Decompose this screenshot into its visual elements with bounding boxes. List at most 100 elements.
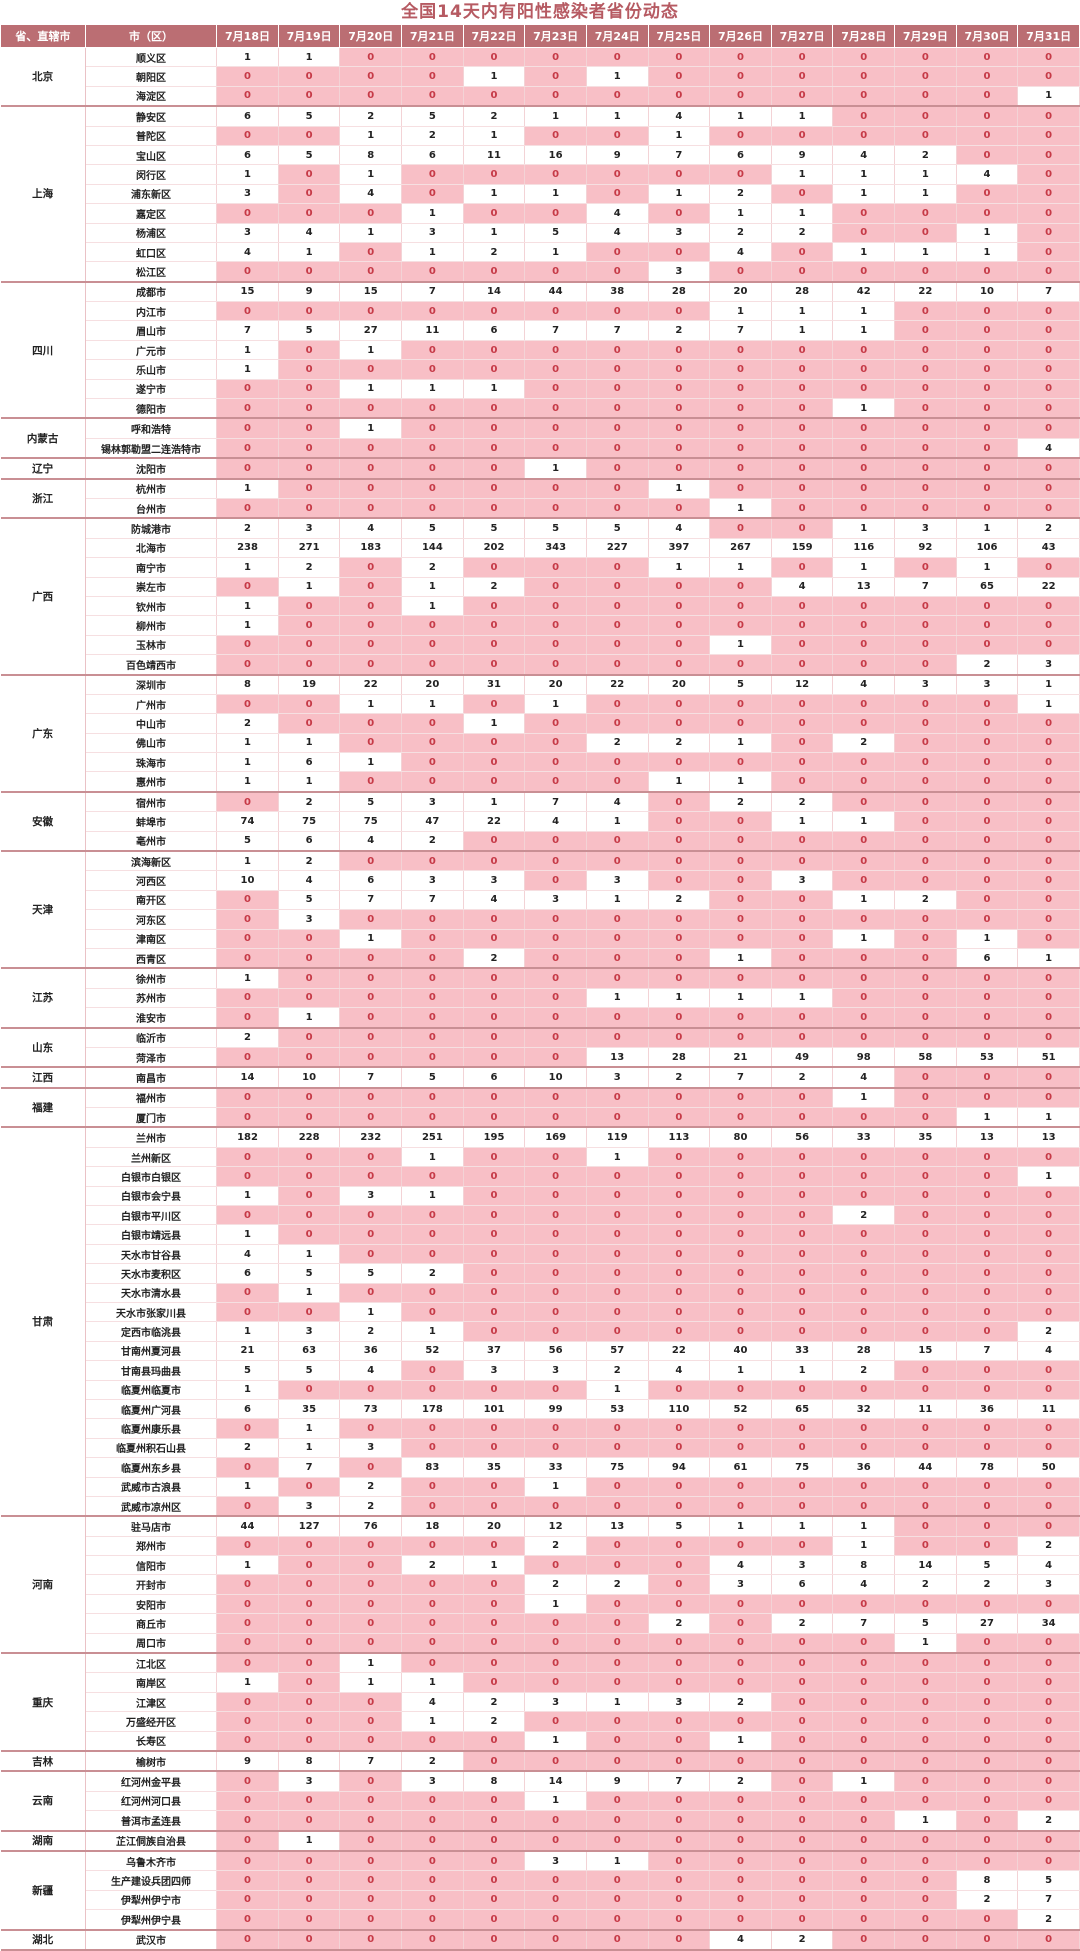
count-cell: 0 [278, 203, 341, 224]
count-cell: 0 [709, 1791, 772, 1812]
count-cell: 0 [401, 1810, 464, 1832]
count-cell: 0 [709, 1007, 772, 1029]
count-cell: 1 [278, 1283, 341, 1304]
count-cell: 1 [586, 811, 649, 832]
count-cell: 0 [524, 1909, 587, 1931]
table-row: 甘南县玛曲县 5 5 4 0 3 3 2 4 1 1 2 0 0 0 [1, 1360, 1080, 1381]
city-cell: 芷江侗族自治县 [85, 1830, 218, 1852]
count-cell: 183 [339, 538, 403, 559]
count-cell: 0 [771, 771, 834, 793]
count-cell: 0 [339, 771, 403, 793]
header-date: 7月26日 [709, 24, 772, 48]
count-cell: 0 [278, 498, 341, 520]
count-cell: 0 [586, 1594, 649, 1615]
count-cell: 0 [339, 577, 403, 597]
count-cell: 0 [956, 771, 1019, 793]
count-cell: 0 [216, 1830, 279, 1852]
city-cell: 天水市清水县 [85, 1283, 218, 1304]
count-cell: 2 [524, 1536, 587, 1557]
count-cell: 1 [524, 1477, 587, 1497]
count-cell: 0 [648, 1224, 711, 1245]
count-cell: 113 [648, 1127, 711, 1148]
count-cell: 1 [278, 1418, 341, 1439]
count-cell: 0 [832, 223, 896, 243]
city-cell: 百色靖西市 [85, 654, 218, 676]
count-cell: 3 [524, 1850, 587, 1872]
count-cell: 0 [463, 909, 526, 930]
count-cell: 0 [463, 164, 526, 185]
count-cell: 0 [832, 1438, 896, 1459]
count-cell: 1 [278, 577, 341, 597]
header-date: 7月25日 [647, 24, 711, 48]
city-cell: 万盛经开区 [85, 1711, 218, 1732]
table-row: 广西 防城港市 2 3 4 5 5 5 5 4 0 0 1 3 1 2 [0, 518, 1080, 676]
count-cell: 1 [401, 1711, 464, 1732]
count-cell: 22 [648, 1341, 711, 1362]
count-cell: 0 [956, 1771, 1019, 1792]
count-cell: 0 [956, 1380, 1019, 1400]
count-cell: 0 [771, 851, 834, 872]
count-cell: 0 [956, 752, 1019, 773]
count-cell: 4 [709, 242, 772, 263]
count-cell: 0 [278, 1613, 341, 1634]
count-cell: 7 [648, 1771, 711, 1792]
count-cell: 1 [339, 1302, 403, 1323]
count-cell: 4 [1017, 438, 1080, 460]
count-cell: 3 [278, 518, 341, 539]
count-cell: 0 [956, 478, 1019, 499]
count-cell: 0 [894, 498, 957, 520]
count-cell: 28 [771, 281, 834, 303]
count-cell: 0 [278, 261, 341, 283]
count-cell: 1 [832, 242, 896, 263]
count-cell: 0 [648, 379, 711, 400]
count-cell: 1 [709, 1360, 772, 1381]
table-row: 普陀区 0 0 1 2 1 0 0 1 0 0 0 0 0 0 [1, 126, 1080, 146]
count-cell: 0 [524, 418, 587, 439]
count-cell: 0 [278, 988, 341, 1009]
count-cell: 0 [709, 1496, 772, 1518]
count-cell: 1 [956, 242, 1019, 263]
count-cell: 9 [216, 1750, 279, 1773]
count-cell: 1 [401, 1147, 464, 1168]
count-cell: 0 [524, 478, 587, 499]
count-cell: 0 [894, 320, 957, 341]
count-cell: 0 [524, 1321, 587, 1342]
count-cell: 1 [524, 184, 587, 205]
count-cell: 2 [278, 791, 341, 813]
count-cell: 0 [956, 1496, 1019, 1518]
count-cell: 1 [278, 47, 341, 68]
count-cell: 127 [278, 1516, 341, 1537]
count-cell: 0 [1017, 1496, 1080, 1518]
count-cell: 0 [1017, 615, 1080, 636]
count-cell: 2 [401, 831, 464, 853]
count-cell: 0 [339, 1107, 403, 1129]
count-cell: 0 [463, 498, 526, 520]
city-cell: 静安区 [85, 106, 218, 127]
count-cell: 0 [524, 1380, 587, 1400]
count-cell: 0 [1017, 890, 1080, 911]
count-cell: 0 [216, 1890, 279, 1911]
count-cell: 0 [648, 1653, 711, 1674]
count-cell: 0 [216, 1147, 279, 1168]
city-cell: 乐山市 [85, 359, 218, 380]
city-cell: 广州市 [85, 694, 218, 715]
count-cell: 0 [1017, 1283, 1080, 1304]
count-cell: 0 [278, 1166, 341, 1187]
count-cell: 0 [401, 909, 464, 930]
table-row: 临夏州积石山县 2 1 3 0 0 0 0 0 0 0 0 0 0 0 [1, 1438, 1080, 1459]
count-cell: 0 [339, 1283, 403, 1304]
count-cell: 1 [709, 635, 772, 656]
count-cell: 0 [278, 929, 341, 949]
count-cell: 0 [339, 654, 403, 676]
count-cell: 0 [401, 1027, 464, 1048]
count-cell: 0 [339, 301, 403, 322]
count-cell: 4 [524, 811, 587, 832]
province-cell: 河南 [0, 1516, 86, 1655]
count-cell: 1 [832, 1771, 896, 1792]
count-cell: 0 [832, 1224, 896, 1245]
count-cell: 0 [463, 1107, 526, 1129]
count-cell: 4 [339, 184, 403, 205]
count-cell: 94 [648, 1457, 711, 1478]
table-row: 湖南 芷江侗族自治县 0 1 0 0 0 0 0 0 0 0 0 0 0 0 [0, 1830, 1080, 1852]
count-cell: 0 [339, 1909, 403, 1931]
